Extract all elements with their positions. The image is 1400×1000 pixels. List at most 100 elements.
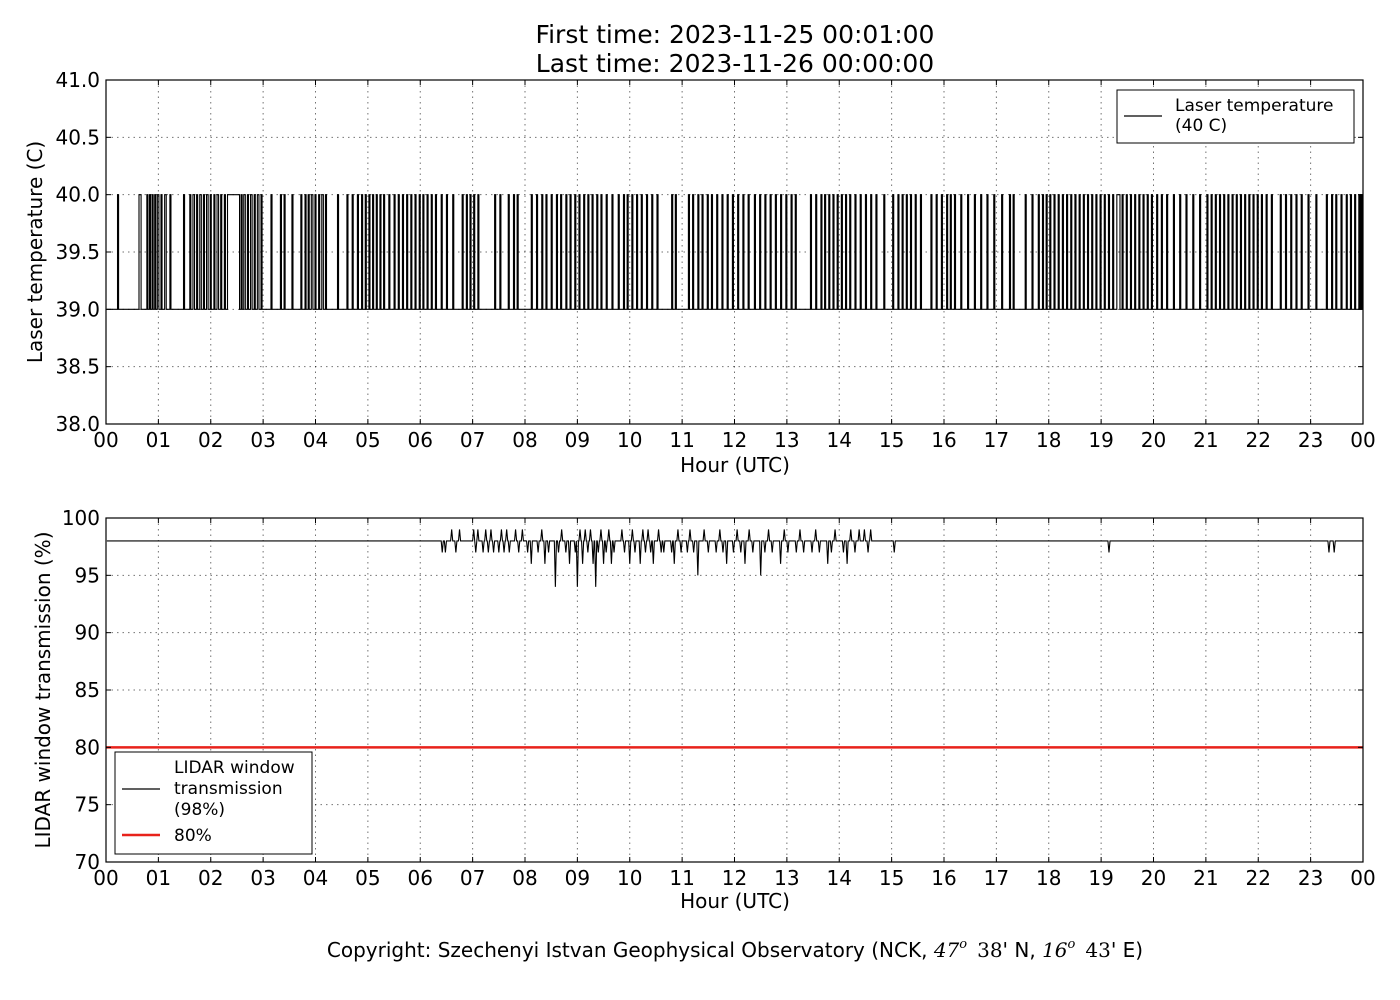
x-tick-label: 08 <box>512 866 537 890</box>
x-tick-label: 07 <box>460 428 485 452</box>
x-tick-label: 09 <box>565 428 590 452</box>
x-tick-label: 03 <box>250 428 275 452</box>
y-tick-label: 40.0 <box>55 183 100 207</box>
lidar-transmission-chart: 00 01 02 03 04 05 06 07 08 09 10 11 12 13 14 15 16 17 18 19… <box>31 506 1376 913</box>
x-tick-label: 20 <box>1141 866 1166 890</box>
x-tick-label: 06 <box>408 428 433 452</box>
laser-temperature-chart: 00 01 02 03 04 05 06 07 08 09 10 11 12 13 14 15 16 17 18 19… <box>23 68 1376 477</box>
x-tick-label: 04 <box>303 428 328 452</box>
x-tick-label: 14 <box>827 866 852 890</box>
x-tick-label: 21 <box>1193 428 1218 452</box>
longitude-degrees: 16 <box>1042 938 1068 962</box>
y-tick-label: 85 <box>75 678 100 702</box>
x-tick-label: 23 <box>1298 866 1323 890</box>
longitude-minutes: 43 <box>1085 938 1110 962</box>
x-tick-label: 00 <box>93 866 118 890</box>
x-tick-label: 00 <box>93 428 118 452</box>
legend-label-lidar-3: (98%) <box>174 800 225 820</box>
x-tick-label: 05 <box>355 428 380 452</box>
x-tick-label: 23 <box>1298 428 1323 452</box>
x-tick-label: 11 <box>669 428 694 452</box>
x-tick-label: 04 <box>303 866 328 890</box>
legend-label-laser-2: (40 C) <box>1175 116 1227 136</box>
y-tick-label: 38.5 <box>55 355 100 379</box>
x-tick-label: 03 <box>250 866 275 890</box>
x-tick-label: 12 <box>722 866 747 890</box>
latitude-degree-sign: o <box>959 937 967 952</box>
copyright-prefix: Copyright: Szechenyi Istvan Geophysical … <box>327 938 934 962</box>
latitude-suffix: ' N, <box>1003 938 1043 962</box>
x-tick-label: 06 <box>408 866 433 890</box>
x-tick-label: 13 <box>774 866 799 890</box>
x-tick-label: 10 <box>617 428 642 452</box>
title-line-1: First time: 2023-11-25 00:01:00 <box>536 20 935 49</box>
latitude-minutes: 38 <box>977 938 1002 962</box>
longitude-degree-sign: o <box>1068 937 1076 952</box>
lidar-transmission-line <box>106 529 1363 587</box>
x-tick-label: 15 <box>879 866 904 890</box>
x-tick-label: 22 <box>1246 428 1271 452</box>
laser-temperature-series <box>106 194 1363 310</box>
x-tick-label: 19 <box>1088 866 1113 890</box>
y-tick-label: 40.5 <box>55 125 100 149</box>
latitude-degrees: 47 <box>933 938 960 962</box>
x-tick-label: 10 <box>617 866 642 890</box>
title-line-2: Last time: 2023-11-26 00:00:00 <box>536 49 934 78</box>
legend-label-lidar-2: transmission <box>174 779 283 799</box>
y-tick-label: 41.0 <box>55 68 100 92</box>
y-tick-label: 39.5 <box>55 240 100 264</box>
x-tick-label: 15 <box>879 428 904 452</box>
y-tick-label: 90 <box>75 621 100 645</box>
x-axis-label-top: Hour (UTC) <box>680 453 790 477</box>
x-tick-label: 02 <box>198 866 223 890</box>
x-tick-label: 20 <box>1141 428 1166 452</box>
x-tick-label: 02 <box>198 428 223 452</box>
y-tick-label: 95 <box>75 563 100 587</box>
x-tick-label: 18 <box>1036 866 1061 890</box>
laser-temperature-line <box>106 194 1363 310</box>
y-ticks-top: 38.0 38.5 39.0 39.5 40.0 40.5 41.0 <box>55 68 1363 436</box>
x-tick-label: 17 <box>984 866 1009 890</box>
x-tick-label: 19 <box>1088 428 1113 452</box>
x-tick-label: 01 <box>146 866 171 890</box>
legend-frame-bottom <box>114 751 313 855</box>
legend-label-lidar-1: LIDAR window <box>174 758 295 778</box>
x-tick-label: 13 <box>774 428 799 452</box>
y-tick-label: 39.0 <box>55 297 100 321</box>
x-axis-label-bottom: Hour (UTC) <box>680 889 790 913</box>
x-tick-label: 11 <box>669 866 694 890</box>
y-axis-label-bottom: LIDAR window transmission (%) <box>31 532 55 849</box>
x-tick-label: 07 <box>460 866 485 890</box>
y-tick-label: 75 <box>75 793 100 817</box>
y-tick-label: 70 <box>75 850 100 874</box>
legend-bottom: LIDAR window transmission (98%) 80% <box>114 751 313 855</box>
legend-label-laser-1: Laser temperature <box>1175 96 1333 116</box>
y-ticks-bottom: 70 75 80 85 90 95 100 <box>62 506 1363 874</box>
x-ticks-bottom: 00 01 02 03 04 05 06 07 08 09 10 11 12 13 14 15 16 17 18 19… <box>93 518 1376 890</box>
lidar-transmission-series <box>106 529 1363 587</box>
longitude-suffix: ' E) <box>1111 938 1143 962</box>
x-tick-label: 00 <box>1350 866 1375 890</box>
x-tick-label: 16 <box>931 866 956 890</box>
x-tick-label: 05 <box>355 866 380 890</box>
x-tick-label: 14 <box>827 428 852 452</box>
x-tick-label: 22 <box>1246 866 1271 890</box>
x-tick-label: 09 <box>565 866 590 890</box>
x-tick-label: 12 <box>722 428 747 452</box>
y-tick-label: 100 <box>62 506 100 530</box>
x-ticks-top: 00 01 02 03 04 05 06 07 08 09 10 11 12 13 14 15 16 17 18 19… <box>93 80 1376 452</box>
y-tick-label: 80 <box>75 735 100 759</box>
x-tick-label: 17 <box>984 428 1009 452</box>
x-tick-label: 01 <box>146 428 171 452</box>
y-axis-label-top: Laser temperature (C) <box>23 141 47 363</box>
x-tick-label: 18 <box>1036 428 1061 452</box>
x-tick-label: 21 <box>1193 866 1218 890</box>
legend-top: Laser temperature (40 C) <box>1116 89 1355 144</box>
legend-label-80: 80% <box>174 826 212 846</box>
copyright-text: Copyright: Szechenyi Istvan Geophysical … <box>327 937 1143 962</box>
x-tick-label: 00 <box>1350 428 1375 452</box>
x-tick-label: 08 <box>512 428 537 452</box>
y-tick-label: 38.0 <box>55 412 100 436</box>
x-tick-label: 16 <box>931 428 956 452</box>
